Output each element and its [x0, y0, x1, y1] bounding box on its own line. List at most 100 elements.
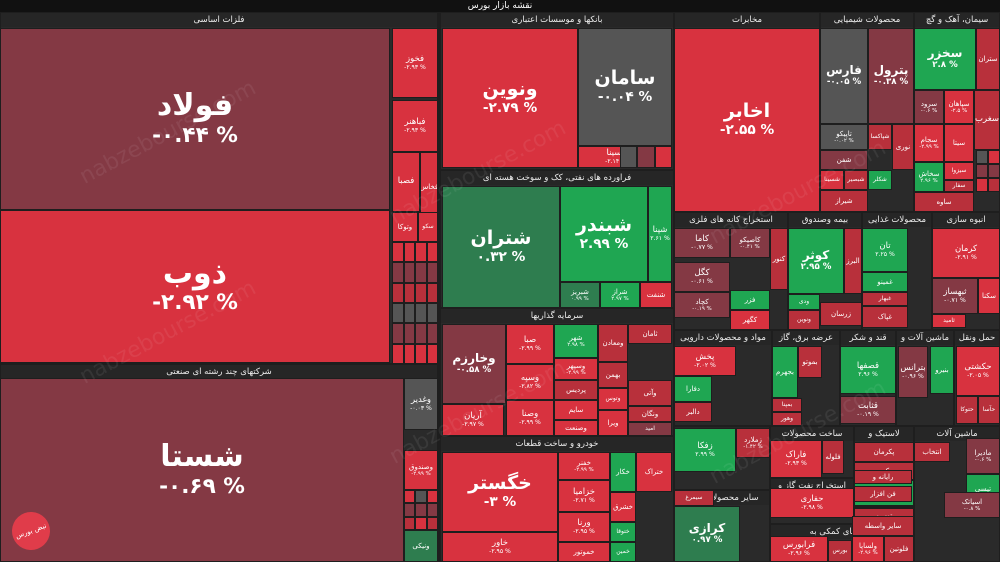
stock-tile[interactable]: نوری: [892, 124, 914, 170]
stock-tile[interactable]: بترانس -۰.۹۶ %: [898, 346, 928, 398]
stock-tile[interactable]: وغدیر -۰.۰۳ %: [404, 378, 438, 430]
stock-tile[interactable]: تاپیکو -۰.۰۲ %: [820, 124, 868, 150]
minor-stock-tile[interactable]: [426, 323, 438, 344]
stock-tile[interactable]: شتران ۰.۳۲ %: [442, 186, 560, 308]
stock-tile[interactable]: قثابت -۰.۱۹ %: [840, 396, 896, 424]
stock-tile[interactable]: سخزر ۲.۸ %: [914, 28, 976, 90]
minor-stock-tile[interactable]: [426, 490, 438, 504]
stock-tile[interactable]: غپاک: [862, 306, 908, 328]
minor-stock-tile[interactable]: [392, 303, 404, 324]
minor-stock-tile[interactable]: [403, 323, 415, 344]
stock-tile[interactable]: ولساپا -۲.۹۶ %: [852, 536, 884, 562]
stock-tile[interactable]: فن افزار: [854, 486, 912, 502]
stock-tile[interactable]: ساوه: [914, 192, 974, 212]
stock-tile[interactable]: ومعادن: [598, 324, 628, 362]
stock-tile[interactable]: سیزوا: [944, 162, 974, 180]
stock-tile[interactable]: شبندر ۲.۹۹ %: [560, 186, 648, 282]
stock-tile[interactable]: شراز ۲.۹۷ %: [600, 282, 640, 308]
stock-tile[interactable]: شبریز ۰.۹۹ %: [560, 282, 600, 308]
stock-tile[interactable]: سجام -۲.۹۹ %: [914, 124, 944, 162]
minor-stock-tile[interactable]: [976, 178, 988, 192]
stock-tile[interactable]: کچاد -۰.۱۹ %: [674, 292, 730, 318]
stock-tile[interactable]: ذوب -۲.۹۲ %: [0, 210, 390, 363]
stock-tile[interactable]: کگهر: [730, 310, 770, 330]
stock-tile[interactable]: امید: [628, 422, 672, 436]
minor-stock-tile[interactable]: [976, 150, 988, 164]
stock-tile[interactable]: اسیاتک -۰.۸ %: [944, 492, 1000, 518]
stock-tile[interactable]: ویرا: [598, 410, 628, 436]
stock-tile[interactable]: ثامان: [628, 324, 672, 344]
stock-tile[interactable]: سخاش ۲.۹۶ %: [914, 162, 944, 192]
stock-tile[interactable]: قصفها ۲.۹۶ %: [840, 346, 896, 394]
stock-tile[interactable]: سغرب: [974, 90, 1000, 150]
stock-tile[interactable]: خفنر -۲.۹۹ %: [558, 452, 610, 480]
stock-tile[interactable]: شسینا: [820, 170, 844, 190]
stock-tile[interactable]: غمینو: [862, 272, 908, 292]
minor-stock-tile[interactable]: [976, 164, 988, 178]
stock-tile[interactable]: سیمرغ: [674, 490, 714, 506]
stock-tile[interactable]: فصبا: [392, 152, 420, 212]
minor-stock-tile[interactable]: [415, 242, 427, 263]
stock-tile[interactable]: فزر: [730, 290, 770, 310]
stock-tile[interactable]: ودی: [788, 294, 820, 310]
stock-tile[interactable]: حتوکا: [956, 396, 978, 424]
stock-tile[interactable]: خموتور: [558, 542, 610, 562]
stock-tile[interactable]: کرازی ۰.۹۷ %: [674, 506, 740, 562]
minor-stock-tile[interactable]: [415, 262, 427, 283]
stock-tile[interactable]: سامان -۰.۰۴ %: [578, 28, 672, 146]
minor-stock-tile[interactable]: [403, 242, 415, 263]
stock-tile[interactable]: ثامید: [932, 314, 966, 328]
stock-tile[interactable]: خکار: [610, 452, 636, 492]
minor-stock-tile[interactable]: [392, 343, 404, 364]
minor-stock-tile[interactable]: [426, 242, 438, 263]
stock-tile[interactable]: رایانه و: [854, 470, 912, 484]
minor-stock-tile[interactable]: [392, 282, 404, 303]
stock-tile[interactable]: وصنعت: [554, 420, 598, 436]
stock-tile[interactable]: ونوین: [788, 310, 820, 330]
minor-stock-tile[interactable]: [403, 303, 415, 324]
stock-tile[interactable]: ونگان: [628, 406, 672, 422]
minor-stock-tile[interactable]: [404, 516, 416, 530]
stock-tile[interactable]: وسپه -۲.۸۲ %: [506, 364, 554, 400]
stock-tile[interactable]: سیتا: [944, 124, 974, 162]
minor-stock-tile[interactable]: [426, 503, 438, 517]
stock-tile[interactable]: وسپهر -۲.۹۹ %: [554, 358, 598, 380]
stock-tile[interactable]: سایر واسطه: [852, 516, 914, 536]
stock-tile[interactable]: حکشتی -۲.۰۵ %: [956, 346, 1000, 396]
stock-tile[interactable]: ونوین -۲.۷۹ %: [442, 28, 578, 168]
minor-stock-tile[interactable]: [415, 303, 427, 324]
stock-tile[interactable]: کرمان -۲.۹۱ %: [932, 228, 1000, 278]
minor-stock-tile[interactable]: [403, 262, 415, 283]
stock-tile[interactable]: سایم: [554, 400, 598, 420]
stock-tile[interactable]: حآسا: [978, 396, 1000, 424]
stock-tile[interactable]: ثبهساز -۰.۷۱ %: [932, 278, 978, 314]
stock-tile[interactable]: شنفت: [640, 282, 672, 308]
stock-tile[interactable]: شپنا ۲.۶۱ %: [648, 186, 672, 282]
stock-tile[interactable]: وآتی: [628, 380, 672, 406]
minor-stock-tile[interactable]: [426, 343, 438, 364]
stock-tile[interactable]: سرود -۰.۶ %: [914, 90, 944, 124]
minor-stock-tile[interactable]: [426, 516, 438, 530]
stock-tile[interactable]: زملارد -۱.۴۲ %: [736, 428, 770, 458]
stock-tile[interactable]: فلوتین: [884, 536, 914, 562]
stock-tile[interactable]: بجهرم: [772, 346, 798, 398]
minor-stock-tile[interactable]: [415, 323, 427, 344]
stock-tile[interactable]: پترول -۰.۳۸ %: [868, 28, 914, 124]
minor-stock-tile[interactable]: [392, 242, 404, 263]
stock-tile[interactable]: البرز: [844, 228, 862, 294]
stock-tile[interactable]: کوثر ۲.۹۵ %: [788, 228, 844, 294]
stock-tile[interactable]: پکرمان: [854, 442, 914, 462]
stock-tile[interactable]: ختوقا: [610, 522, 636, 542]
minor-stock-tile[interactable]: [988, 164, 1000, 178]
stock-tile[interactable]: کگل -۰.۶۱ %: [674, 262, 730, 292]
stock-tile[interactable]: شکلر: [868, 170, 892, 190]
stock-tile[interactable]: دفارا: [674, 376, 712, 402]
stock-tile[interactable]: ورنا -۲.۹۵ %: [558, 512, 610, 542]
stock-tile[interactable]: بمپنا: [772, 398, 802, 412]
minor-stock-tile[interactable]: [415, 503, 427, 517]
stock-tile[interactable]: خمین: [610, 542, 636, 562]
stock-tile[interactable]: پردیس: [554, 380, 598, 400]
minor-stock-tile[interactable]: [403, 343, 415, 364]
minor-stock-tile[interactable]: [426, 262, 438, 283]
stock-tile[interactable]: سکنا: [978, 278, 1000, 314]
